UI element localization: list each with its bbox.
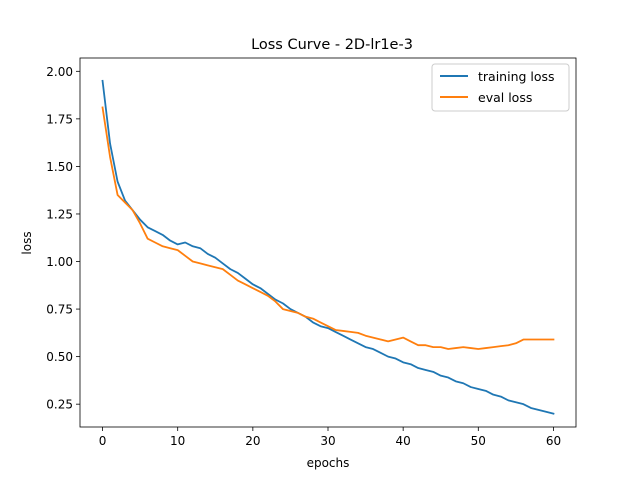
x-tick-label: 20 (245, 434, 260, 448)
y-tick-label: 1.00 (46, 255, 73, 269)
series-line-eval-loss (101, 106, 555, 350)
x-axis-ticks: 0 10 20 30 40 50 60 (99, 427, 561, 448)
legend-label-eval-loss: eval loss (478, 90, 532, 105)
y-tick-label: 2.00 (46, 65, 73, 79)
x-tick-label: 30 (320, 434, 335, 448)
x-tick-label: 0 (99, 434, 107, 448)
x-tick-label: 40 (396, 434, 411, 448)
series-line-training-loss (101, 79, 555, 415)
y-tick-label: 0.25 (46, 398, 73, 412)
y-axis-ticks: 0.25 0.50 0.75 1.00 1.25 1.50 1.75 2.00 (46, 65, 80, 412)
y-tick-label: 1.75 (46, 112, 73, 126)
y-tick-label: 0.50 (46, 350, 73, 364)
series-layer (101, 79, 555, 415)
x-axis-label: epochs (307, 456, 350, 470)
y-tick-label: 1.50 (46, 160, 73, 174)
legend-label-training-loss: training loss (478, 69, 555, 84)
legend: training loss eval loss (431, 63, 570, 112)
x-tick-label: 50 (471, 434, 486, 448)
plot-frame (79, 57, 577, 428)
y-axis-label: loss (20, 231, 34, 254)
x-tick-label: 60 (546, 434, 561, 448)
y-tick-label: 1.25 (46, 207, 73, 221)
y-tick-label: 0.75 (46, 303, 73, 317)
x-tick-label: 10 (170, 434, 185, 448)
chart-title: Loss Curve - 2D-lr1e-3 (251, 37, 413, 53)
